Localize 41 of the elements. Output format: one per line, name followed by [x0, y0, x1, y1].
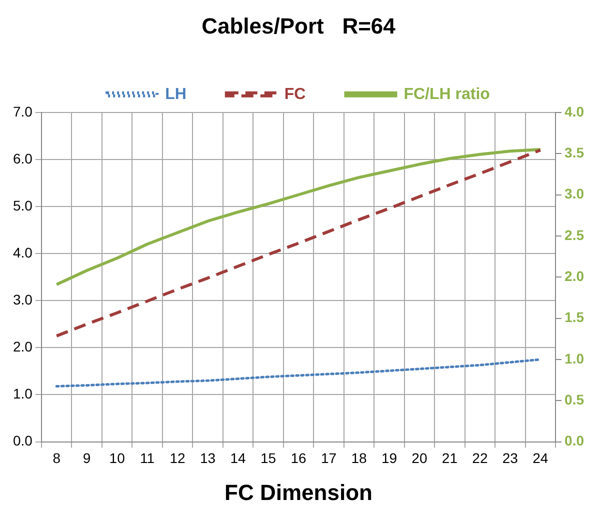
line-series	[55, 358, 542, 388]
y-tick-label: 7.0	[12, 103, 33, 120]
y2-tick-label: 2.0	[564, 268, 584, 284]
x-tick-label: 23	[502, 450, 518, 466]
y2-tick-label: 1.5	[564, 309, 584, 326]
legend-label: LH	[165, 86, 186, 103]
y-tick-label: 2.0	[12, 338, 33, 355]
x-tick-label: 14	[230, 450, 246, 466]
x-tick-label: 15	[260, 450, 276, 466]
x-tick-label: 13	[200, 450, 216, 466]
x-tick-label: 21	[442, 450, 458, 466]
x-tick-label: 20	[412, 450, 428, 466]
x-tick-label: 16	[290, 450, 306, 466]
y2-tick-label: 3.5	[564, 144, 584, 160]
x-tick-label: 22	[472, 450, 488, 466]
x-tick-label: 24	[532, 450, 548, 466]
y2-tick-label: 1.0	[564, 350, 584, 366]
y2-tick-label: 2.5	[564, 226, 584, 243]
x-tick-label: 19	[381, 450, 398, 466]
y-tick-label: 5.0	[12, 197, 33, 214]
y2-tick-label: 4.0	[564, 103, 584, 120]
x-tick-label: 9	[82, 450, 91, 466]
x-axis-title: FC Dimension	[224, 480, 372, 505]
x-tick-label: 10	[109, 450, 126, 466]
y-tick-label: 6.0	[12, 150, 33, 166]
y2-tick-label: 0.0	[564, 432, 584, 449]
y-tick-label: 3.0	[12, 291, 33, 308]
y2-tick-label: 3.0	[564, 186, 584, 202]
y-tick-label: 0.0	[12, 432, 33, 449]
x-tick-label: 11	[140, 450, 155, 466]
x-tick-label: 12	[170, 450, 186, 466]
x-tick-label: 17	[320, 450, 337, 466]
line-series	[55, 148, 542, 338]
y-tick-label: 1.0	[12, 386, 33, 402]
y-tick-label: 4.0	[12, 244, 33, 260]
chart-title: Cables/Port R=64	[202, 13, 396, 38]
legend-label: FC	[284, 86, 306, 103]
legend-label: FC/LH ratio	[404, 86, 490, 103]
y2-tick-label: 0.5	[564, 391, 584, 408]
x-tick-label: 18	[351, 450, 367, 466]
x-tick-label: 8	[52, 450, 61, 466]
